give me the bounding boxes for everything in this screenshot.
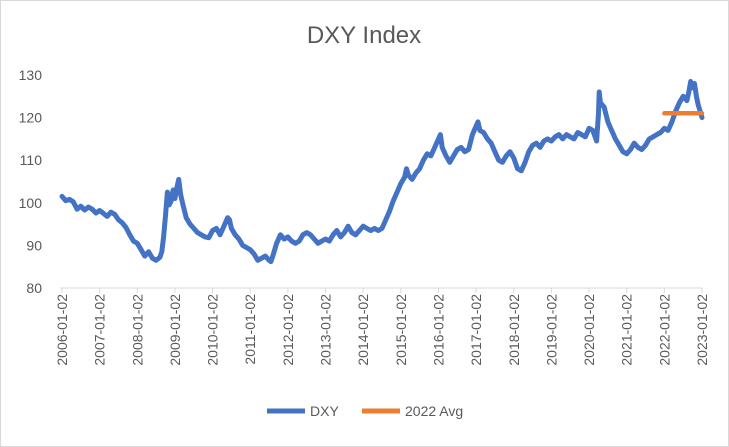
chart-title: DXY Index — [307, 22, 421, 49]
series-line-dxy — [59, 78, 705, 265]
x-tick-label: 2015-01-02 — [393, 294, 409, 366]
x-tick-label: 2014-01-02 — [355, 294, 371, 366]
x-tick-label: 2007-01-02 — [92, 294, 108, 366]
x-tick-label: 2021-01-02 — [619, 294, 635, 366]
x-tick-label: 2013-01-02 — [318, 294, 334, 366]
x-tick-label: 2012-01-02 — [280, 294, 296, 366]
x-tick-label: 2009-01-02 — [167, 294, 183, 366]
x-tick-label: 2011-01-02 — [242, 294, 258, 365]
series-layer — [59, 78, 705, 265]
x-axis-ticks: 2006-01-02 2007-01-02 2008-01-02 2009-01-02… — [54, 288, 710, 366]
legend-label-dxy: DXY — [310, 403, 339, 419]
legend-label-2022-avg: 2022 Avg — [405, 403, 463, 419]
x-tick-label: 2010-01-02 — [205, 294, 221, 366]
y-tick-label: 100 — [19, 195, 43, 211]
x-tick-label: 2016-01-02 — [430, 294, 446, 366]
x-tick-label: 2006-01-02 — [54, 294, 70, 366]
x-tick-label: 2023-01-02 — [694, 294, 710, 366]
y-tick-label: 110 — [20, 152, 43, 168]
y-tick-label: 80 — [26, 280, 42, 296]
y-tick-label: 90 — [26, 237, 42, 253]
y-tick-label: 130 — [19, 67, 43, 83]
x-tick-label: 2019-01-02 — [543, 294, 559, 366]
legend: DXY 2022 Avg — [267, 403, 463, 419]
y-tick-label: 120 — [19, 110, 43, 126]
x-tick-label: 2020-01-02 — [581, 294, 597, 366]
x-tick-label: 2008-01-02 — [129, 294, 145, 366]
x-tick-label: 2022-01-02 — [656, 294, 672, 366]
x-tick-label: 2018-01-02 — [506, 294, 522, 366]
x-tick-label: 2017-01-02 — [468, 294, 484, 366]
y-axis-ticks: 80 90 100 110 120 130 — [19, 67, 43, 296]
